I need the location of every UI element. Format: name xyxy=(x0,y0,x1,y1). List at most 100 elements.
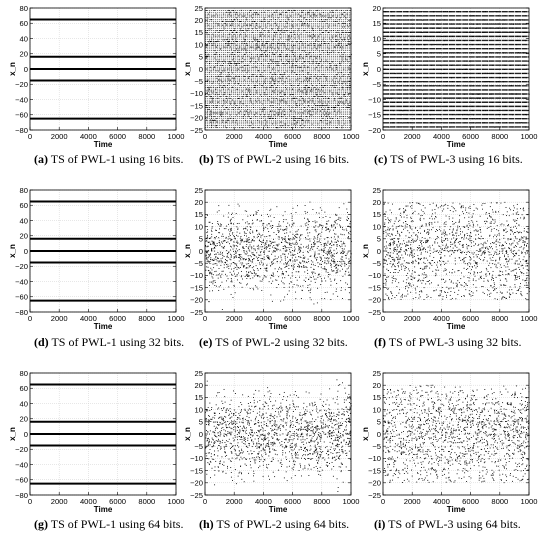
series-point xyxy=(307,45,308,46)
series-point xyxy=(234,103,235,104)
series-point xyxy=(318,274,319,275)
series-point xyxy=(342,269,343,270)
series-point xyxy=(260,264,261,265)
series-point xyxy=(291,124,292,125)
series-point xyxy=(321,244,322,245)
series-point xyxy=(321,298,322,299)
series-point xyxy=(312,85,313,86)
series-point xyxy=(509,123,510,124)
series-point xyxy=(315,243,316,244)
series-point xyxy=(413,40,414,41)
y-tick-label: −20 xyxy=(368,126,381,135)
series-point xyxy=(298,229,299,230)
series-point xyxy=(433,36,434,37)
series-point xyxy=(246,36,247,37)
series-point xyxy=(206,10,207,11)
series-point xyxy=(335,227,336,228)
series-point xyxy=(325,15,326,16)
series-point xyxy=(478,106,479,107)
series-point xyxy=(239,233,240,234)
series-point xyxy=(270,78,271,79)
series-point xyxy=(400,81,401,82)
y-axis-label: x_n xyxy=(361,62,370,76)
series-point xyxy=(252,220,253,221)
series-point xyxy=(410,32,411,33)
series-point xyxy=(298,271,299,272)
series-point xyxy=(425,85,426,86)
series-point xyxy=(320,30,321,31)
series-point xyxy=(349,25,350,26)
series-point xyxy=(210,263,211,264)
series-point xyxy=(499,48,500,49)
series-point xyxy=(224,109,225,110)
series-point xyxy=(298,30,299,31)
series-point xyxy=(277,228,278,229)
series-point xyxy=(340,280,341,281)
series-point xyxy=(466,44,467,45)
series-point xyxy=(224,264,225,265)
series-point xyxy=(339,94,340,95)
series-point xyxy=(465,69,466,70)
series-point xyxy=(255,100,256,101)
series-point xyxy=(334,221,335,222)
series-point xyxy=(233,262,234,263)
y-tick-label: 5 xyxy=(199,53,203,62)
series-point xyxy=(298,36,299,37)
series-point xyxy=(303,30,304,31)
series-point xyxy=(218,290,219,291)
series-point xyxy=(304,271,305,272)
series-point xyxy=(275,89,276,90)
series-point xyxy=(282,254,283,255)
series-point xyxy=(260,281,261,282)
series-point xyxy=(283,100,284,101)
series-point xyxy=(232,36,233,37)
series-point xyxy=(339,83,340,84)
series-point xyxy=(275,36,276,37)
series-point xyxy=(236,245,237,246)
series-point xyxy=(404,102,405,103)
series-point xyxy=(267,214,268,215)
series-point xyxy=(389,98,390,99)
series-point xyxy=(331,257,332,258)
series-point xyxy=(484,122,485,123)
series-point xyxy=(227,39,228,40)
series-point xyxy=(331,281,332,282)
series-point xyxy=(346,102,347,103)
series-point xyxy=(253,76,254,77)
series-point xyxy=(315,222,316,223)
series-point xyxy=(286,251,287,252)
series-point xyxy=(305,92,306,93)
series-point xyxy=(302,127,303,128)
series-point xyxy=(220,276,221,277)
series-point xyxy=(315,254,316,255)
series-point xyxy=(216,41,217,42)
series-point xyxy=(306,80,307,81)
series-point xyxy=(320,91,321,92)
series-point xyxy=(317,94,318,95)
series-point xyxy=(334,263,335,264)
series-point xyxy=(335,93,336,94)
series-point xyxy=(242,219,243,220)
series-point xyxy=(322,225,323,226)
series-point xyxy=(256,47,257,48)
series-point xyxy=(207,34,208,35)
series-point xyxy=(254,237,255,238)
series-point xyxy=(313,269,314,270)
series-point xyxy=(468,65,469,66)
series-point xyxy=(401,85,402,86)
series-point xyxy=(257,246,258,247)
series-point xyxy=(214,244,215,245)
series-point xyxy=(524,20,525,21)
series-point xyxy=(274,83,275,84)
series-point xyxy=(236,248,237,249)
series-point xyxy=(329,231,330,232)
series-point xyxy=(395,20,396,21)
series-point xyxy=(269,251,270,252)
series-point xyxy=(275,248,276,249)
series-point xyxy=(321,250,322,251)
series-point xyxy=(472,127,473,128)
series-point xyxy=(235,14,236,15)
series-point xyxy=(226,238,227,239)
series-point xyxy=(304,101,305,102)
